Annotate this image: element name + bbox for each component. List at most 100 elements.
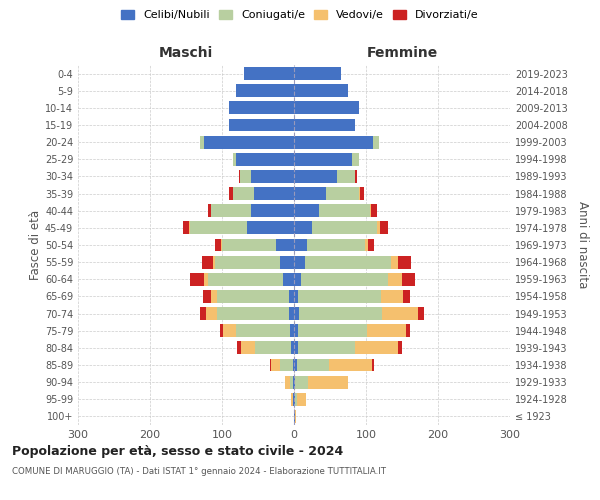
Bar — [294, 410, 295, 423]
Bar — [236, 153, 294, 166]
Bar — [255, 342, 291, 354]
Bar — [220, 324, 223, 337]
Bar — [368, 238, 374, 252]
Bar — [236, 324, 290, 337]
Bar — [398, 342, 402, 354]
Bar — [204, 136, 294, 148]
Bar — [291, 342, 294, 354]
Bar — [190, 222, 247, 234]
Bar — [251, 204, 294, 217]
Bar — [298, 290, 381, 303]
Bar — [294, 238, 307, 252]
Bar — [403, 290, 410, 303]
Bar — [283, 273, 294, 285]
Bar — [367, 324, 406, 337]
Bar — [251, 170, 294, 183]
Bar — [398, 256, 412, 268]
Bar — [269, 358, 271, 372]
Bar — [290, 376, 293, 388]
Bar — [373, 136, 379, 148]
Bar — [380, 222, 388, 234]
Bar — [295, 410, 296, 423]
Bar — [329, 358, 373, 372]
Bar — [215, 256, 280, 268]
Bar — [202, 256, 212, 268]
Bar — [208, 273, 283, 285]
Bar — [223, 324, 236, 337]
Bar — [284, 376, 290, 388]
Bar — [294, 342, 298, 354]
Bar — [217, 290, 289, 303]
Bar — [297, 358, 329, 372]
Bar — [294, 84, 348, 97]
Bar — [294, 324, 298, 337]
Legend: Celibi/Nubili, Coniugati/e, Vedovi/e, Divorziati/e: Celibi/Nubili, Coniugati/e, Vedovi/e, Di… — [117, 6, 483, 25]
Text: Maschi: Maschi — [159, 46, 213, 60]
Bar — [293, 393, 294, 406]
Bar — [295, 393, 297, 406]
Bar — [200, 307, 206, 320]
Bar — [355, 342, 398, 354]
Bar — [244, 67, 294, 80]
Bar — [208, 204, 211, 217]
Bar — [377, 222, 380, 234]
Bar — [326, 187, 359, 200]
Bar — [294, 222, 312, 234]
Y-axis label: Anni di nascita: Anni di nascita — [576, 202, 589, 288]
Bar — [294, 393, 295, 406]
Bar — [294, 187, 326, 200]
Bar — [254, 187, 294, 200]
Bar — [298, 324, 367, 337]
Bar — [280, 358, 293, 372]
Bar — [373, 358, 374, 372]
Bar — [294, 170, 337, 183]
Bar — [183, 222, 189, 234]
Bar — [221, 238, 222, 252]
Bar — [212, 256, 215, 268]
Bar — [294, 290, 298, 303]
Bar — [337, 170, 355, 183]
Bar — [381, 290, 403, 303]
Bar — [215, 238, 221, 252]
Bar — [294, 67, 341, 80]
Bar — [276, 238, 294, 252]
Bar — [298, 342, 355, 354]
Bar — [297, 393, 305, 406]
Bar — [229, 118, 294, 132]
Y-axis label: Fasce di età: Fasce di età — [29, 210, 42, 280]
Bar — [280, 256, 294, 268]
Bar — [294, 256, 305, 268]
Bar — [294, 376, 295, 388]
Bar — [204, 273, 208, 285]
Bar — [371, 204, 377, 217]
Bar — [190, 273, 204, 285]
Bar — [290, 324, 294, 337]
Bar — [319, 204, 370, 217]
Bar — [237, 342, 241, 354]
Bar — [236, 84, 294, 97]
Bar — [301, 273, 388, 285]
Bar — [312, 222, 377, 234]
Bar — [229, 187, 233, 200]
Bar — [360, 187, 364, 200]
Bar — [247, 222, 294, 234]
Bar — [308, 376, 348, 388]
Bar — [293, 358, 294, 372]
Bar — [217, 307, 289, 320]
Bar — [189, 222, 190, 234]
Bar — [294, 358, 297, 372]
Bar — [388, 273, 402, 285]
Bar — [299, 307, 382, 320]
Bar — [294, 307, 299, 320]
Bar — [352, 153, 359, 166]
Bar — [382, 307, 418, 320]
Bar — [294, 136, 373, 148]
Bar — [307, 238, 365, 252]
Bar — [289, 290, 294, 303]
Bar — [295, 376, 308, 388]
Bar — [305, 256, 391, 268]
Bar — [391, 256, 398, 268]
Bar — [211, 290, 217, 303]
Bar — [233, 187, 254, 200]
Bar — [370, 204, 371, 217]
